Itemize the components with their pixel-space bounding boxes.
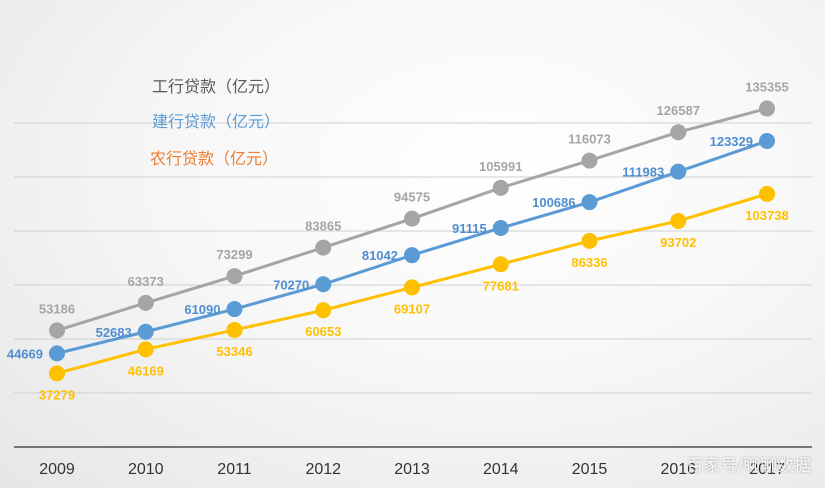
data-point bbox=[759, 133, 775, 150]
data-point bbox=[226, 301, 243, 318]
data-point bbox=[670, 124, 687, 141]
x-tick-label: 2015 bbox=[572, 461, 608, 478]
data-label: 60653 bbox=[305, 324, 341, 339]
data-label: 123329 bbox=[710, 134, 753, 149]
data-point bbox=[226, 321, 243, 338]
legend-item-abc: 农行贷款（亿元） bbox=[150, 149, 279, 168]
data-point bbox=[670, 213, 687, 230]
data-label: 77681 bbox=[483, 278, 519, 293]
data-label: 44669 bbox=[7, 346, 43, 361]
data-point bbox=[581, 194, 598, 211]
data-label: 86336 bbox=[571, 255, 607, 270]
data-point bbox=[315, 302, 332, 319]
data-point bbox=[137, 323, 154, 340]
data-point bbox=[492, 219, 509, 236]
data-label: 69107 bbox=[394, 301, 430, 316]
data-label: 116073 bbox=[568, 132, 611, 147]
data-label: 135355 bbox=[745, 80, 788, 95]
x-tick-label: 2011 bbox=[217, 461, 252, 478]
legend-item-icbc: 工行贷款（亿元） bbox=[152, 77, 281, 96]
data-label: 53346 bbox=[216, 344, 252, 359]
x-tick-label: 2012 bbox=[305, 461, 341, 478]
data-label: 83865 bbox=[305, 219, 341, 234]
data-point bbox=[137, 341, 154, 358]
x-tick-label: 2014 bbox=[483, 461, 519, 478]
x-tick-label: 2009 bbox=[39, 461, 75, 478]
data-point bbox=[670, 163, 687, 180]
data-point bbox=[759, 185, 775, 202]
data-point bbox=[49, 365, 65, 382]
data-point bbox=[492, 179, 509, 196]
data-point bbox=[226, 268, 243, 285]
data-point bbox=[315, 276, 332, 293]
data-point bbox=[404, 279, 420, 296]
data-label: 70270 bbox=[273, 277, 309, 292]
data-label: 111983 bbox=[622, 165, 664, 180]
data-label: 93702 bbox=[660, 235, 696, 250]
data-point bbox=[404, 247, 420, 264]
data-label: 81042 bbox=[362, 248, 398, 263]
data-point bbox=[49, 345, 65, 362]
data-label: 105991 bbox=[479, 159, 522, 174]
data-point bbox=[581, 232, 598, 249]
data-point bbox=[49, 322, 65, 339]
x-tick-label: 2010 bbox=[128, 461, 164, 478]
data-label: 73299 bbox=[216, 247, 252, 262]
data-label: 61090 bbox=[184, 302, 220, 317]
x-tick-label: 2013 bbox=[394, 461, 430, 478]
data-point bbox=[404, 210, 420, 227]
data-point bbox=[137, 294, 154, 311]
data-point bbox=[581, 152, 598, 169]
data-label: 52683 bbox=[96, 325, 132, 340]
watermark: 百家号/聊聊数据 bbox=[686, 456, 811, 476]
data-label: 46169 bbox=[128, 363, 164, 378]
data-label: 63373 bbox=[128, 274, 164, 289]
data-label: 126587 bbox=[657, 103, 700, 118]
data-point bbox=[315, 239, 332, 256]
legend-item-ccb: 建行贷款（亿元） bbox=[152, 112, 281, 131]
data-label: 103738 bbox=[745, 208, 788, 223]
data-label: 37279 bbox=[39, 387, 75, 402]
data-label: 100686 bbox=[532, 195, 575, 210]
data-point bbox=[492, 256, 509, 273]
x-tick-label: 2017 bbox=[749, 461, 785, 478]
data-label: 94575 bbox=[394, 190, 430, 205]
data-point bbox=[759, 100, 775, 117]
x-tick-label: 2016 bbox=[660, 461, 696, 478]
data-label: 91115 bbox=[452, 221, 487, 236]
data-label: 53186 bbox=[39, 301, 75, 316]
